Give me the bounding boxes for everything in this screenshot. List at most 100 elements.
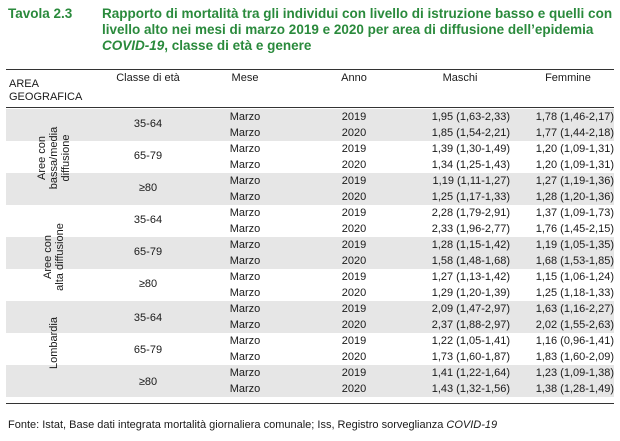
cell-anno: 2020 — [341, 351, 367, 363]
area-label-alta-line1: Aree con — [42, 234, 54, 280]
cell-femmine: 1,37 (1,09-1,73) — [535, 207, 614, 219]
cell-femmine: 2,02 (1,55-2,63) — [535, 319, 614, 331]
cell-femmine: 1,83 (1,60-2,09) — [535, 351, 614, 363]
cell-maschi: 1,73 (1,60-1,87) — [431, 351, 510, 363]
cell-femmine: 1,28 (1,20-1,36) — [535, 191, 614, 203]
footnote-text: Fonte: Istat, Base dati integrata mortal… — [8, 419, 447, 431]
area-label-bassa: Aree con bassa/media diffusione — [36, 127, 72, 189]
footnote: Fonte: Istat, Base dati integrata mortal… — [8, 419, 497, 431]
age-class: 65-79 — [133, 150, 163, 162]
cell-femmine: 1,25 (1,18-1,33) — [535, 287, 614, 299]
age-class: 35-64 — [133, 312, 163, 324]
cell-femmine: 1,23 (1,09-1,38) — [535, 367, 614, 379]
cell-mese: Marzo — [229, 175, 261, 187]
header-femmine: Femmine — [545, 72, 591, 84]
row-band — [6, 189, 614, 205]
area-label-bassa-line1: Aree con — [36, 135, 48, 181]
cell-anno: 2020 — [341, 159, 367, 171]
cell-femmine: 1,38 (1,28-1,49) — [535, 383, 614, 395]
cell-maschi: 1,41 (1,22-1,64) — [431, 367, 510, 379]
cell-maschi: 1,22 (1,05-1,41) — [431, 335, 510, 347]
area-label-lombardia-line1: Lombardia — [48, 317, 60, 369]
cell-mese: Marzo — [229, 143, 261, 155]
cell-femmine: 1,68 (1,53-1,85) — [535, 255, 614, 267]
row-band — [6, 173, 614, 189]
cell-anno: 2020 — [341, 287, 367, 299]
bottom-rule — [6, 403, 614, 404]
area-label-bassa-line3: diffusione — [60, 134, 72, 182]
cell-anno: 2019 — [341, 239, 367, 251]
cell-femmine: 1,63 (1,16-2,27) — [535, 303, 614, 315]
header-area: AREA GEOGRAFICA — [9, 78, 82, 104]
cell-mese: Marzo — [229, 111, 261, 123]
age-class: 65-79 — [133, 246, 163, 258]
cell-mese: Marzo — [229, 335, 261, 347]
cell-mese: Marzo — [229, 255, 261, 267]
row-band — [6, 381, 614, 397]
cell-anno: 2019 — [341, 271, 367, 283]
cell-anno: 2019 — [341, 111, 367, 123]
header-maschi: Maschi — [442, 72, 478, 84]
cell-maschi: 1,29 (1,20-1,39) — [431, 287, 510, 299]
cell-femmine: 1,78 (1,46-2,17) — [535, 111, 614, 123]
cell-mese: Marzo — [229, 319, 261, 331]
row-band — [6, 125, 614, 141]
cell-maschi: 1,19 (1,11-1,27) — [432, 175, 510, 187]
cell-femmine: 1,27 (1,19-1,36) — [535, 175, 614, 187]
cell-anno: 2020 — [341, 319, 367, 331]
cell-anno: 2019 — [341, 303, 367, 315]
cell-maschi: 2,37 (1,88-2,97) — [431, 319, 510, 331]
header-mese: Mese — [231, 72, 259, 84]
row-band — [6, 317, 614, 333]
area-label-alta-line2: alta diffusione — [54, 223, 66, 291]
cell-femmine: 1,16 (0,96-1,41) — [535, 335, 614, 347]
cell-mese: Marzo — [229, 287, 261, 299]
cell-femmine: 1,15 (1,06-1,24) — [535, 271, 614, 283]
cell-femmine: 1,77 (1,44-2,18) — [535, 127, 614, 139]
cell-anno: 2020 — [341, 191, 367, 203]
age-class: 65-79 — [133, 344, 163, 356]
cell-anno: 2019 — [341, 367, 367, 379]
footnote-italic: COVID-19 — [446, 419, 498, 431]
cell-femmine: 1,20 (1,09-1,31) — [535, 143, 614, 155]
cell-maschi: 1,27 (1,13-1,42) — [431, 271, 510, 283]
cell-maschi: 1,28 (1,15-1,42) — [431, 239, 510, 251]
row-band — [6, 365, 614, 381]
caption-text: Rapporto di mortalità tra gli individui … — [102, 6, 613, 37]
cell-maschi: 2,33 (1,96-2,77) — [431, 223, 510, 235]
cell-mese: Marzo — [229, 239, 261, 251]
cell-maschi: 1,95 (1,63-2,33) — [431, 111, 510, 123]
cell-mese: Marzo — [229, 271, 261, 283]
cell-anno: 2019 — [341, 143, 367, 155]
area-label-bassa-line2: bassa/media — [48, 126, 60, 190]
area-label-alta: Aree con alta diffusione — [42, 223, 66, 291]
age-class: 35-64 — [133, 214, 163, 226]
cell-maschi: 1,39 (1,30-1,49) — [431, 143, 510, 155]
row-band — [6, 253, 614, 269]
cell-mese: Marzo — [229, 127, 261, 139]
area-label-lombardia: Lombardia — [48, 317, 60, 369]
age-class: ≥80 — [138, 278, 158, 290]
header-classe: Classe di età — [116, 72, 180, 84]
caption-italic: COVID-19 — [102, 38, 165, 53]
cell-mese: Marzo — [229, 351, 261, 363]
caption-tail: , classe di età e genere — [164, 38, 312, 53]
cell-anno: 2019 — [341, 207, 367, 219]
cell-mese: Marzo — [229, 223, 261, 235]
cell-femmine: 1,20 (1,09-1,31) — [535, 159, 614, 171]
cell-mese: Marzo — [229, 367, 261, 379]
header-area-line1: AREA — [9, 78, 39, 90]
top-rule — [6, 69, 614, 70]
age-class: ≥80 — [138, 376, 158, 388]
header-area-line2: GEOGRAFICA — [9, 91, 83, 103]
header-anno: Anno — [341, 72, 367, 84]
cell-mese: Marzo — [229, 159, 261, 171]
row-band — [6, 237, 614, 253]
header-rule — [6, 107, 614, 108]
cell-anno: 2020 — [341, 383, 367, 395]
cell-mese: Marzo — [229, 207, 261, 219]
cell-maschi: 1,85 (1,54-2,21) — [431, 127, 510, 139]
cell-mese: Marzo — [229, 383, 261, 395]
age-class: 35-64 — [133, 118, 163, 130]
cell-femmine: 1,19 (1,05-1,35) — [535, 239, 614, 251]
